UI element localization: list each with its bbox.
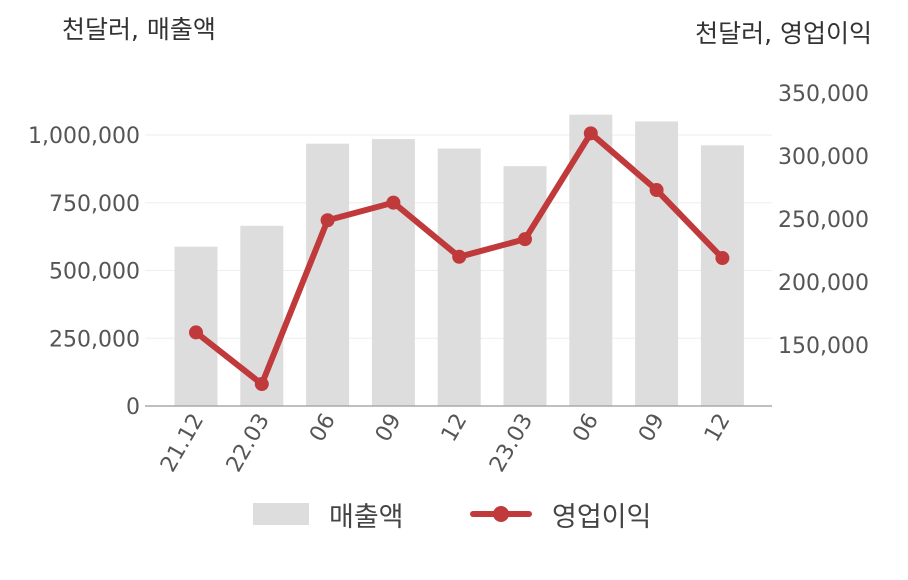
- left-tick-label: 0: [126, 395, 140, 420]
- left-tick-label: 750,000: [49, 192, 140, 217]
- revenue-bar: [700, 145, 744, 406]
- legend-swatch-operating-profit: [470, 503, 532, 525]
- revenue-bar: [503, 166, 547, 406]
- operating-profit-line: [189, 126, 730, 392]
- left-axis-ticks: 0 250,000 500,000 750,000 1,000,000: [28, 124, 140, 420]
- x-axis-ticks: 21.12 22.03 06 09 12 23.03 06 09 12: [156, 410, 736, 477]
- right-tick-label: 150,000: [778, 334, 869, 359]
- revenue-bar: [371, 139, 415, 406]
- right-tick-label: 200,000: [778, 271, 869, 296]
- operating-profit-point: [452, 249, 467, 264]
- legend-swatch-revenue: [253, 503, 309, 525]
- x-tick-label: 06: [568, 410, 604, 447]
- right-tick-label: 250,000: [778, 208, 869, 233]
- right-tick-label: 300,000: [778, 145, 869, 170]
- x-tick-label: 12: [437, 410, 473, 447]
- revenue-bar: [635, 121, 679, 406]
- legend: 매출액 영업이익: [0, 492, 908, 536]
- x-tick-label: 09: [371, 410, 407, 447]
- combo-chart: 0 250,000 500,000 750,000 1,000,000 150,000 2…: [28, 82, 869, 477]
- left-tick-label: 1,000,000: [28, 124, 140, 149]
- x-tick-label: 23.03: [485, 410, 538, 477]
- legend-label-operating-profit: 영업이익: [552, 501, 652, 533]
- operating-profit-point: [254, 377, 269, 392]
- x-tick-label: 21.12: [156, 410, 209, 477]
- left-tick-label: 250,000: [49, 327, 140, 352]
- right-axis-unit-label: 천달러, 영업이익: [695, 19, 872, 48]
- operating-profit-point: [583, 126, 598, 141]
- x-tick-label: 22.03: [222, 410, 275, 477]
- operating-profit-point: [518, 232, 532, 247]
- left-axis-unit-label: 천달러, 매출액: [62, 15, 216, 44]
- operating-profit-point: [386, 195, 401, 210]
- operating-profit-point: [189, 325, 203, 340]
- x-tick-label: 06: [305, 410, 341, 447]
- legend-label-revenue: 매출액: [329, 501, 404, 533]
- operating-profit-point: [320, 213, 335, 228]
- legend-item-revenue: 매출액: [253, 492, 404, 536]
- right-axis-ticks: 150,000 200,000 250,000 300,000 350,000: [778, 82, 869, 359]
- revenue-bar: [437, 148, 481, 407]
- right-tick-label: 350,000: [778, 82, 869, 107]
- revenue-bar: [306, 143, 350, 406]
- operating-profit-point: [649, 183, 664, 198]
- x-tick-label: 12: [700, 410, 736, 447]
- left-tick-label: 500,000: [49, 260, 140, 285]
- revenue-bar: [569, 114, 613, 407]
- operating-profit-point: [715, 251, 730, 266]
- x-tick-label: 09: [634, 410, 670, 447]
- legend-item-operating-profit: 영업이익: [470, 492, 651, 536]
